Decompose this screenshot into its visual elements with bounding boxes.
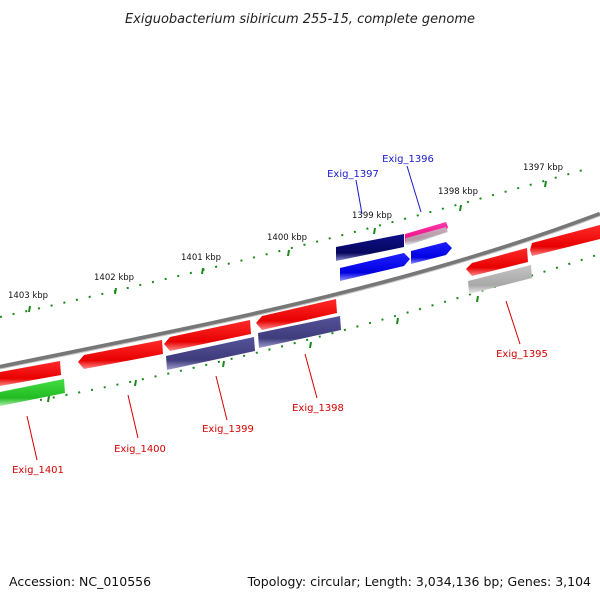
leader-line-exig-1395 — [505, 300, 521, 345]
gene-blocks — [0, 222, 600, 406]
kbp-label: 1399 kbp — [352, 211, 392, 221]
gene-label-exig-1400[interactable]: Exig_1400 — [114, 444, 166, 455]
gene-label-exig-1401[interactable]: Exig_1401 — [12, 465, 64, 476]
chromosome-backbone — [0, 211, 600, 370]
gene-block-exig-1398-red[interactable] — [256, 299, 337, 330]
inner-kbp-tick — [134, 379, 137, 387]
gene-block-blue-1[interactable] — [340, 253, 410, 281]
gene-block-purple-2[interactable] — [258, 316, 341, 348]
kbp-tick-1402 — [114, 287, 117, 295]
leader-line-exig-1400 — [127, 394, 139, 439]
inner-kbp-tick — [476, 295, 479, 303]
kbp-label: 1397 kbp — [523, 163, 563, 173]
gene-block-exig-1395-red[interactable] — [466, 248, 528, 276]
inner-ruler — [39, 253, 600, 403]
gene-block-green[interactable] — [0, 379, 65, 406]
leader-lines — [26, 165, 521, 461]
kbp-tick-1400 — [287, 249, 290, 257]
ruler-labels: 1397 kbp 1398 kbp 1399 kbp 1400 kbp 1401… — [8, 163, 563, 301]
leader-line-exig-1401 — [26, 415, 38, 461]
kbp-label: 1401 kbp — [181, 253, 221, 263]
gene-block-exig-1399-red[interactable] — [164, 320, 251, 351]
map-title: Exiguobacterium sibiricum 255-15, comple… — [125, 12, 475, 27]
genome-info-text: Topology: circular; Length: 3,034,136 bp… — [247, 574, 591, 589]
gene-block-exig-1400-red[interactable] — [78, 340, 163, 369]
kbp-tick-1398 — [459, 204, 462, 212]
gene-block-exig-1401-red[interactable] — [0, 361, 61, 386]
gene-label-exig-1395[interactable]: Exig_1395 — [496, 349, 548, 360]
leader-line-exig-1399 — [215, 375, 228, 421]
gene-block-red-far-right[interactable] — [530, 225, 600, 256]
outer-ruler — [0, 167, 591, 318]
kbp-label: 1398 kbp — [438, 187, 478, 197]
kbp-tick-1399 — [373, 227, 376, 235]
gene-label-exig-1399[interactable]: Exig_1399 — [202, 424, 254, 435]
leader-line-exig-1396 — [406, 165, 422, 213]
kbp-label: 1400 kbp — [267, 233, 307, 243]
kbp-tick-1397 — [544, 180, 547, 188]
gene-block-grey-lower[interactable] — [468, 265, 532, 294]
gene-block-purple-1[interactable] — [166, 337, 255, 370]
inner-kbp-tick — [222, 360, 225, 368]
chromosome-backbone-highlight — [0, 215, 600, 370]
kbp-label: 1403 kbp — [8, 291, 48, 301]
inner-kbp-tick — [47, 395, 50, 403]
gene-label-exig-1398[interactable]: Exig_1398 — [292, 403, 344, 414]
kbp-label: 1402 kbp — [94, 273, 134, 283]
gene-labels: Exig_1396 Exig_1397 Exig_1395 Exig_1398 … — [12, 154, 548, 476]
leader-line-exig-1397 — [355, 179, 363, 215]
inner-kbp-tick — [309, 341, 312, 349]
leader-line-exig-1398 — [304, 353, 318, 399]
gene-block-exig-1397-navy[interactable] — [336, 234, 404, 261]
gene-block-grey-upper[interactable] — [406, 227, 448, 246]
gene-label-exig-1397[interactable]: Exig_1397 — [327, 169, 379, 180]
inner-kbp-tick — [396, 317, 399, 325]
gene-label-exig-1396[interactable]: Exig_1396 — [382, 154, 434, 165]
kbp-tick-1403 — [28, 305, 31, 313]
kbp-tick-1401 — [201, 267, 204, 275]
accession-text: Accession: NC_010556 — [9, 574, 151, 589]
gene-block-blue-2[interactable] — [411, 242, 452, 264]
